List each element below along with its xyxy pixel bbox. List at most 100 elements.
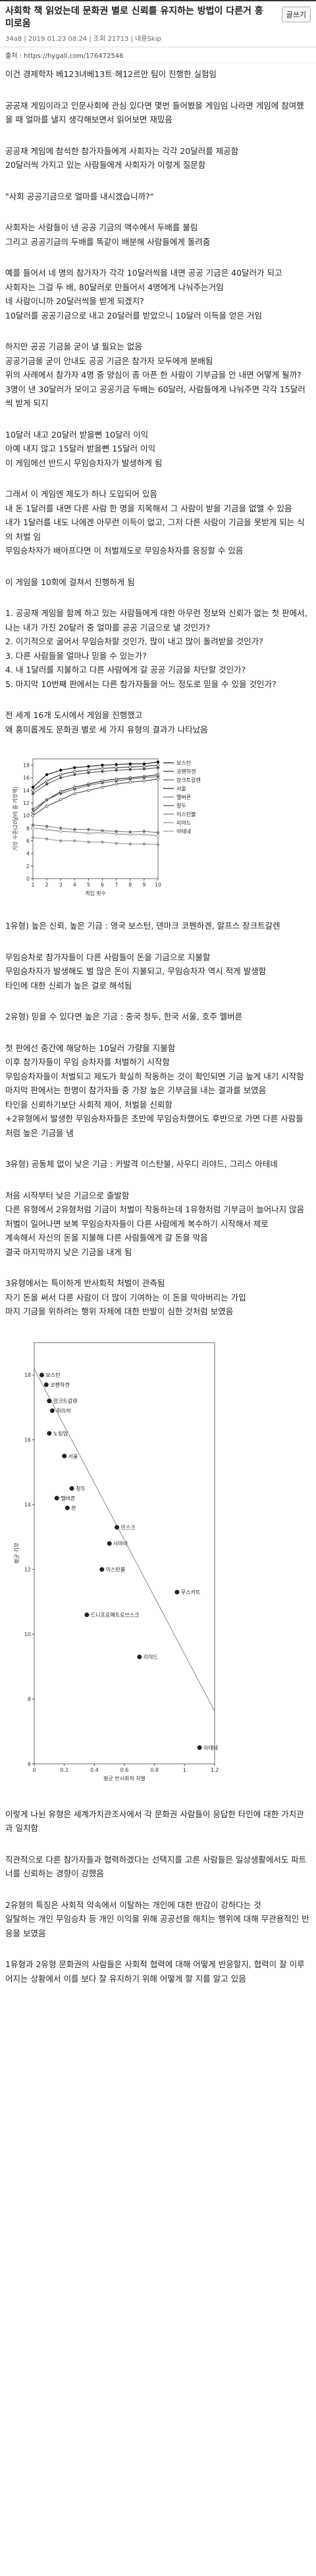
legend-label: 서울	[176, 786, 186, 792]
point	[128, 768, 132, 771]
source-link[interactable]: 출처 : https://hygall.com/176472546	[0, 47, 316, 63]
post-body: 이건 경제학자 베123녀베13트 헤12르만 팀이 진행한 실험임 공공재 게임…	[0, 63, 316, 2007]
paragraph: 그래서 이 게임엔 제도가 하나 도입되어 있음 내 돈 1달러를 내면 다른 …	[5, 489, 305, 555]
point	[156, 843, 160, 846]
trend-line	[34, 1368, 215, 1711]
y-tick-label: 12	[23, 800, 30, 806]
point	[47, 1398, 52, 1403]
point-label: 사마라	[113, 1541, 128, 1547]
paragraph: 2유형의 특징은 사회적 약속에서 이탈하는 개인에 대한 반감이 강하다는 것…	[5, 1899, 309, 1938]
point	[128, 781, 132, 784]
paragraph: 직관적으로 다른 참가자들과 협력하겠다는 선택지를 고른 사람들은 일상생활에…	[5, 1854, 307, 1879]
paragraph: 1유형) 높은 신뢰, 높은 기금 : 영국 보스턴, 덴마크 코펜하겐, 알프…	[5, 921, 280, 931]
point	[73, 787, 76, 791]
point	[156, 766, 160, 769]
y-tick-label: 14	[24, 1502, 31, 1508]
point	[128, 777, 132, 781]
x-tick-label: 1	[183, 1767, 186, 1773]
point	[137, 1654, 142, 1659]
post-header: 사회학 책 읽었는데 문화권 별로 신뢰를 유지하는 방법이 다른거 흥미로움 …	[0, 0, 316, 47]
paragraph: 1유형과 2유형 문화권의 사람들은 사회적 협력에 대해 어떻게 반응할지, …	[5, 1959, 305, 1984]
point	[142, 842, 146, 846]
x-axis-label: 평균 반사회적 처벌	[103, 1775, 145, 1782]
point	[59, 769, 63, 772]
paragraph: 10달러 내고 20달러 받을뻔 10달러 이익 아예 내지 않고 15달러 받…	[5, 429, 163, 468]
point	[45, 798, 49, 802]
x-tick-label: 0.6	[120, 1767, 129, 1773]
y-tick-label: 18	[24, 1372, 31, 1378]
y-tick-label: 16	[23, 775, 30, 781]
series-line	[32, 837, 159, 845]
series-line	[32, 761, 159, 788]
point	[128, 833, 132, 837]
scatter-chart: 6 8 10 12 14 16 18 0 0.2 0.4 0.6 0.8 1 1.2 평균 반사회적 처벌 평…	[13, 1342, 219, 1782]
x-tick-label: 9	[142, 882, 145, 888]
plot-frame	[32, 758, 159, 879]
point	[31, 792, 35, 795]
write-button[interactable]: 글쓰기	[281, 7, 311, 22]
series-line	[32, 825, 159, 833]
point	[31, 785, 35, 789]
x-tick-label: 10	[155, 882, 161, 888]
series-line	[32, 765, 159, 791]
legend-label: 리야드	[176, 819, 191, 826]
paragraph: "사회 공공기금으로 얼마를 내시겠습니까?"	[5, 191, 154, 201]
y-tick-label: 8	[28, 1696, 31, 1702]
point	[84, 1612, 90, 1617]
point	[69, 1485, 74, 1491]
paragraph: 처음 시작부터 낮은 기금으로 출발함 다른 유형에서 2유형처럼 기금이 처벌…	[5, 1190, 305, 1257]
point-label: 코펜하겐	[50, 1381, 69, 1388]
legend-label: 장크트갈렌	[176, 777, 201, 783]
y-tick-label: 0	[26, 876, 30, 882]
post-meta: 34a8 | 2019.01.23 08:24 | 조회 21713 | 내용S…	[5, 36, 161, 43]
point-label: 이스탄불	[106, 1566, 125, 1572]
point	[115, 769, 118, 772]
point-label: 아테네	[203, 1744, 218, 1751]
point-label: 민스크	[121, 1524, 136, 1530]
plot-frame	[34, 1342, 215, 1764]
point	[73, 839, 76, 842]
point-label: 노팅엄	[53, 1430, 68, 1436]
point	[142, 829, 146, 833]
point	[101, 781, 104, 785]
x-tick-label: 0.8	[150, 1767, 159, 1773]
point-label: 청두	[76, 1485, 86, 1491]
point	[101, 769, 104, 773]
y-tick-label: 8	[26, 825, 30, 831]
point	[87, 828, 90, 831]
point	[87, 831, 90, 835]
point-label: 드니프로페트로브스크	[91, 1611, 140, 1618]
point-label: 취리히	[56, 1407, 70, 1414]
point	[45, 773, 49, 777]
point	[101, 767, 104, 770]
point	[115, 1524, 120, 1530]
point	[31, 808, 35, 811]
x-tick-label: 7	[115, 882, 118, 888]
point	[115, 842, 118, 845]
point	[39, 1372, 44, 1378]
point	[31, 836, 35, 839]
point	[65, 1505, 70, 1510]
point	[156, 831, 160, 835]
y-axis-label: 평균 기부	[13, 1543, 20, 1564]
y-axis-label: 기부 수준(20달러 중 기부액)	[12, 786, 18, 851]
point	[107, 1541, 112, 1546]
point	[115, 779, 118, 783]
point	[45, 825, 49, 828]
y-tick-label: 12	[24, 1566, 31, 1572]
y-tick-label: 18	[23, 763, 30, 769]
point	[87, 765, 90, 768]
point	[128, 765, 132, 769]
series-line	[32, 827, 159, 837]
point	[156, 777, 160, 781]
paragraph: 전 세계 16개 도시에서 게임을 진행했고 왜 흥미롭게도 문화권 별로 세 …	[5, 710, 208, 734]
point	[59, 792, 63, 795]
point	[115, 832, 118, 836]
x-tick-label: 1.2	[211, 1767, 219, 1773]
point	[31, 788, 35, 792]
y-tick-label: 10	[23, 813, 30, 819]
x-tick-label: 8	[128, 882, 132, 888]
y-tick-label: 10	[24, 1632, 31, 1637]
point	[87, 771, 90, 775]
